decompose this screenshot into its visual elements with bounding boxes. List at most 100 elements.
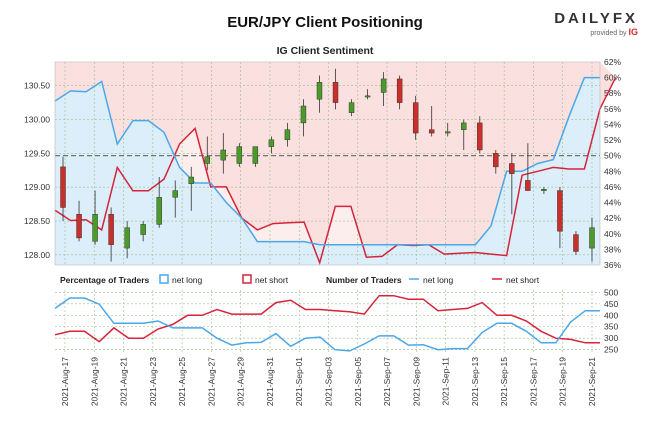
- candle-body: [156, 197, 162, 225]
- candle-body: [140, 224, 146, 235]
- date-tick-label: 2021-Aug-31: [265, 357, 275, 406]
- legend-number-label: Number of Traders: [326, 275, 402, 285]
- date-tick-label: 2021-Aug-21: [119, 357, 129, 406]
- sentiment-tick-label: 36%: [604, 260, 621, 270]
- candle-body: [332, 82, 339, 103]
- chart-title: EUR/JPY Client Positioning: [227, 14, 423, 31]
- traders-net-long-line: [54, 297, 600, 352]
- traders-tick-label: 450: [604, 299, 618, 309]
- net-short-area: [55, 62, 616, 263]
- date-tick-label: 2021-Aug-27: [206, 357, 216, 406]
- traders-tick-label: 400: [604, 310, 618, 320]
- candle-body: [76, 214, 82, 239]
- sentiment-tick-label: 42%: [604, 213, 621, 223]
- candle-body: [364, 95, 371, 98]
- traders-tick-label: 350: [604, 322, 618, 332]
- sentiment-tick-label: 46%: [604, 182, 621, 192]
- legend-short-swatch-pct: [242, 274, 252, 284]
- date-tick-label: 2021-Sep-05: [353, 357, 363, 406]
- candle-body: [268, 139, 275, 147]
- candle-body: [316, 82, 323, 100]
- logo-wordmark: DAILYFX: [554, 10, 638, 27]
- net-long-area: [55, 77, 600, 265]
- sentiment-tick-label: 62%: [604, 57, 621, 67]
- candle-body: [92, 214, 98, 242]
- candle-body: [557, 190, 563, 232]
- candle-body: [284, 129, 291, 141]
- candle-body: [445, 131, 451, 134]
- date-tick-label: 2021-Sep-03: [324, 357, 334, 406]
- price-tick-label: 130.00: [24, 115, 50, 125]
- date-tick-label: 2021-Aug-25: [177, 357, 187, 406]
- price-tick-label: 128.50: [24, 216, 50, 226]
- candle-body: [252, 146, 259, 164]
- candle-body: [412, 102, 419, 134]
- price-tick-label: 130.50: [24, 81, 50, 91]
- price-tick-label: 129.00: [24, 182, 50, 192]
- date-tick-label: 2021-Aug-23: [148, 357, 158, 406]
- date-tick-label: 2021-Sep-11: [441, 357, 451, 406]
- candle-body: [124, 227, 130, 249]
- date-tick-label: 2021-Sep-15: [499, 357, 509, 406]
- candle-body: [236, 146, 243, 164]
- traders-tick-label: 500: [604, 287, 618, 297]
- legend-num-net-long: net long: [423, 275, 454, 285]
- candle-body: [380, 78, 387, 93]
- candle-body: [108, 214, 114, 245]
- candle-body: [477, 122, 483, 151]
- sentiment-tick-label: 52%: [604, 135, 621, 145]
- candle-body: [461, 122, 467, 130]
- traders-net-short-line: [54, 294, 600, 344]
- legend-pct-net-long: net long: [172, 275, 203, 285]
- date-tick-label: 2021-Sep-07: [382, 357, 392, 406]
- date-tick-label: 2021-Sep-13: [470, 357, 480, 406]
- date-tick-label: 2021-Sep-17: [528, 357, 538, 406]
- price-tick-label: 129.50: [24, 148, 50, 158]
- dailyfx-logo: DAILYFX provided by IG: [548, 10, 638, 46]
- candle-body: [300, 105, 307, 124]
- legend-long-swatch-pct: [159, 274, 169, 284]
- sentiment-tick-label: 58%: [604, 88, 621, 98]
- price-frame: [54, 61, 601, 266]
- traders-tick-label: 250: [604, 345, 618, 355]
- candle-body: [204, 156, 210, 164]
- sentiment-tick-label: 56%: [604, 104, 621, 114]
- date-tick-label: 2021-Sep-01: [294, 357, 304, 406]
- legend: Percentage of Traders net long net short…: [60, 274, 540, 285]
- sentiment-tick-label: 60%: [604, 73, 621, 83]
- candle-body: [493, 153, 499, 168]
- sentiment-tick-label: 50%: [604, 151, 621, 161]
- traders-tick-label: 300: [604, 333, 618, 343]
- sentiment-tick-label: 40%: [604, 229, 621, 239]
- date-tick-label: 2021-Aug-17: [60, 357, 70, 406]
- date-tick-label: 2021-Aug-29: [236, 357, 246, 406]
- candle-body: [589, 227, 595, 249]
- candle-body: [188, 176, 194, 185]
- legend-percentage-label: Percentage of Traders: [60, 275, 150, 285]
- legend-num-net-short: net short: [506, 275, 540, 285]
- chart-subtitle: IG Client Sentiment: [276, 45, 374, 57]
- price-tick-label: 128.00: [24, 250, 50, 260]
- date-tick-label: 2021-Sep-09: [411, 357, 421, 406]
- candle-body: [428, 129, 435, 134]
- candle-body: [509, 163, 515, 174]
- sentiment-tick-label: 54%: [604, 119, 621, 129]
- sentiment-tick-label: 44%: [604, 198, 621, 208]
- candle-body: [348, 102, 355, 113]
- candle-body: [541, 189, 547, 191]
- sentiment-tick-label: 38%: [604, 244, 621, 254]
- candle-body: [525, 180, 531, 191]
- net-short-line: [54, 77, 617, 266]
- date-tick-label: 2021-Aug-19: [89, 357, 99, 406]
- date-tick-label: 2021-Sep-21: [587, 357, 597, 406]
- legend-pct-net-short: net short: [255, 275, 289, 285]
- logo-provided-by: provided by IG: [548, 27, 638, 37]
- candle-body: [220, 149, 227, 161]
- ig-brand: IG: [628, 27, 638, 37]
- candle-body: [396, 78, 403, 103]
- candle-body: [573, 234, 579, 252]
- sentiment-tick-label: 48%: [604, 166, 621, 176]
- logo-sub-prefix: provided by: [590, 30, 627, 37]
